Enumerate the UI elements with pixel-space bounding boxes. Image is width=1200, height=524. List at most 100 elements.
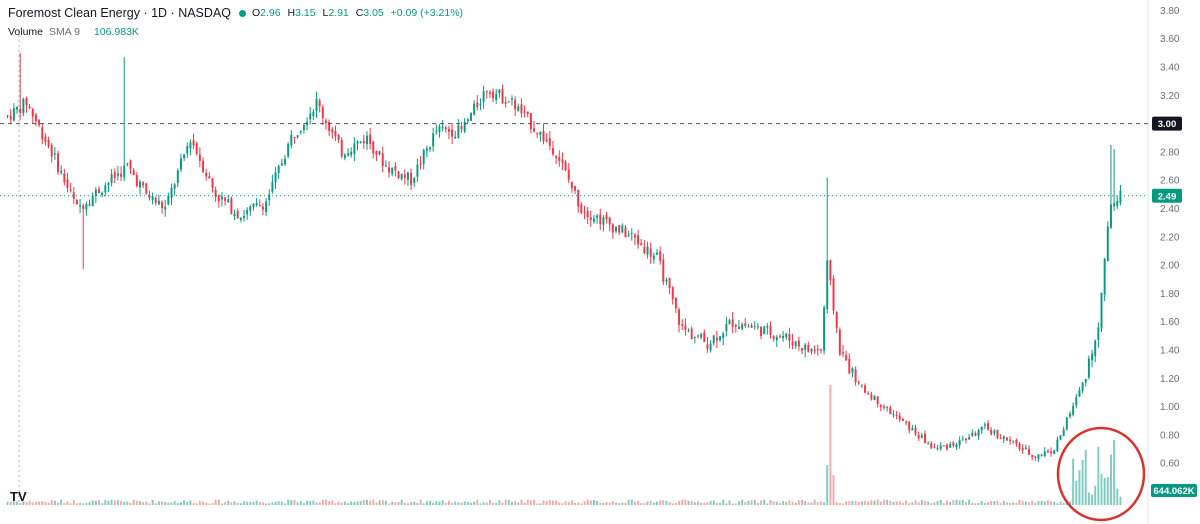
candle-body [422, 149, 425, 164]
candle-body [564, 161, 567, 171]
volume-bar [939, 500, 942, 505]
candle-body [854, 369, 857, 383]
candle-body [331, 129, 334, 133]
volume-bar [857, 501, 860, 505]
candle-body [1075, 397, 1078, 406]
volume-bar [898, 501, 901, 505]
candle-body [25, 98, 28, 106]
volume-bar [16, 501, 19, 505]
candle-body [170, 187, 173, 198]
tradingview-logo[interactable]: TV [10, 489, 27, 504]
volume-bar [41, 500, 44, 505]
volume-bar [381, 500, 384, 505]
volume-bar [451, 502, 454, 505]
candle-body [365, 135, 368, 145]
volume-bar [570, 500, 573, 505]
volume-bar [406, 503, 409, 505]
candle-body [44, 136, 47, 142]
candle-body [999, 438, 1002, 440]
volume-bar [28, 500, 31, 505]
volume-bar [917, 502, 920, 505]
volume-bar [466, 502, 469, 505]
volume-bar [782, 501, 785, 505]
candle-body [996, 429, 999, 438]
volume-bar [999, 503, 1002, 505]
volume-bar [1043, 501, 1046, 505]
candle-body [290, 134, 293, 146]
volume-bar [1106, 477, 1109, 505]
volume-bar [674, 503, 677, 505]
candle-body [249, 206, 252, 212]
volume-bar [129, 502, 132, 505]
candle-body [611, 224, 614, 233]
volume-bar [110, 499, 113, 505]
candle-body [782, 335, 785, 339]
volume-bar [135, 500, 138, 505]
volume-bar [681, 499, 684, 505]
volume-bar [359, 500, 362, 505]
volume-bar [643, 503, 646, 505]
candle-body [898, 415, 901, 420]
candle-body [797, 340, 800, 347]
volume-bar [961, 500, 964, 505]
candle-body [148, 194, 151, 198]
candle-body [82, 205, 85, 209]
volume-bar [211, 503, 214, 505]
volume-bar [1012, 502, 1015, 505]
y-tick-label: 1.60 [1160, 317, 1180, 328]
y-tick-label: 2.60 [1160, 176, 1180, 187]
candle-body [1069, 413, 1071, 417]
volume-bar [334, 503, 337, 505]
candle-body [819, 349, 822, 351]
volume-bar [769, 499, 772, 505]
candle-body [107, 182, 110, 186]
candle-body [268, 194, 271, 201]
volume-bar [1056, 503, 1059, 505]
volume-bar [886, 499, 889, 505]
candle-body [110, 174, 113, 183]
candle-body [536, 133, 539, 135]
volume-bar [167, 502, 170, 505]
volume-bar [378, 500, 381, 505]
volume-bar [220, 503, 223, 505]
candle-body [384, 165, 387, 167]
volume-bar [47, 502, 50, 505]
volume-bar [186, 501, 189, 505]
volume-bar [867, 501, 870, 505]
y-tick-label: 2.40 [1160, 204, 1180, 215]
volume-bar [425, 501, 428, 505]
volume-bar [589, 500, 592, 505]
volume-bar [353, 501, 356, 505]
candle-body [328, 121, 331, 131]
candle-body [186, 146, 189, 154]
candle-body [889, 407, 892, 415]
candle-body [359, 141, 362, 143]
candle-body [337, 134, 340, 140]
volume-bar [854, 501, 857, 505]
candle-body [690, 328, 693, 340]
candle-body [192, 140, 195, 146]
candle-body [378, 151, 381, 155]
candle-body [492, 91, 495, 99]
candle-body [801, 348, 803, 351]
candle-body [302, 124, 305, 131]
candle-body [104, 185, 107, 193]
volume-bar [413, 501, 416, 505]
candle-body [555, 156, 558, 159]
candle-body [637, 235, 640, 245]
volume-bar [529, 500, 532, 505]
symbol-title[interactable]: Foremost Clean Energy · 1D · NASDAQ [8, 6, 231, 20]
candle-body [164, 206, 167, 210]
volume-legend[interactable]: Volume SMA 9 106.983K [8, 26, 139, 38]
candle-body [129, 160, 132, 169]
candle-body [526, 111, 529, 114]
candle-body [712, 335, 715, 343]
volume-bar [511, 501, 513, 505]
volume-bar [876, 499, 879, 505]
volume-bar [157, 501, 160, 505]
candle-body [734, 324, 737, 327]
candle-body [9, 115, 12, 120]
candle-body [47, 140, 50, 147]
volume-bar [441, 500, 444, 505]
